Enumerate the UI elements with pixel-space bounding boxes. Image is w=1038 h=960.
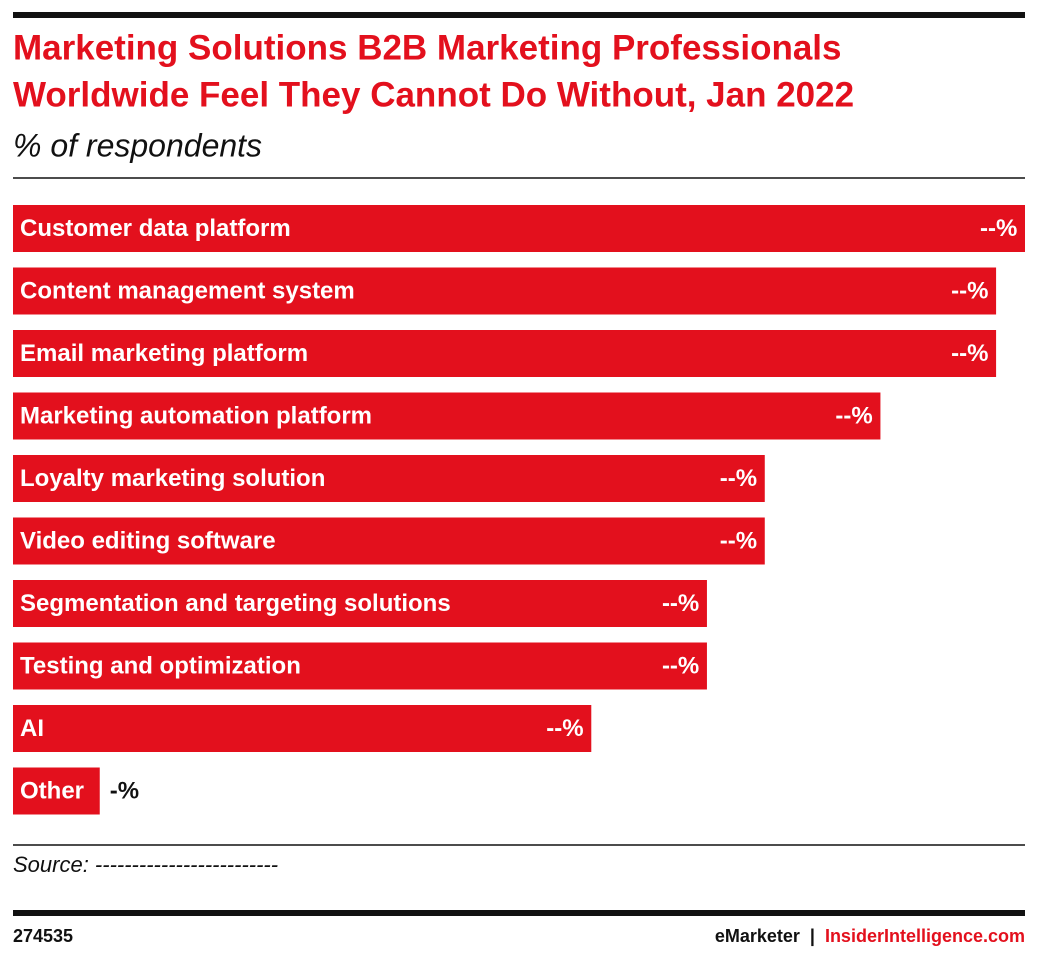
chart-title: Marketing Solutions B2B Marketing Profes… [13, 28, 842, 67]
bar [13, 330, 997, 377]
bar [13, 705, 592, 752]
value-label: --% [720, 465, 757, 492]
brand-emarketer: eMarketer [715, 926, 800, 946]
value-label: --% [951, 340, 988, 367]
bar [13, 392, 881, 440]
bar [13, 580, 707, 627]
bar [13, 767, 100, 815]
value-label: --% [546, 715, 583, 742]
category-label: Customer data platform [20, 215, 291, 242]
value-label: --% [662, 652, 699, 679]
chart-title: Worldwide Feel They Cannot Do Without, J… [13, 75, 854, 114]
source: Source: ------------------------- [13, 852, 278, 877]
category-label: Content management system [20, 277, 355, 304]
bar [13, 517, 765, 565]
value-label: --% [951, 277, 988, 304]
value-label: --% [662, 590, 699, 617]
category-label: Video editing software [20, 527, 276, 554]
category-label: Loyalty marketing solution [20, 465, 325, 492]
category-label: Segmentation and targeting solutions [20, 590, 451, 617]
value-label: -% [110, 777, 139, 804]
bar [13, 642, 707, 690]
bar [13, 267, 997, 315]
category-label: Marketing automation platform [20, 402, 372, 429]
brand: eMarketer | InsiderIntelligence.com [715, 926, 1025, 946]
category-label: Testing and optimization [20, 652, 301, 679]
value-label: --% [720, 527, 757, 554]
top-rule [13, 12, 1025, 18]
bar [13, 205, 1025, 252]
category-label: AI [20, 715, 44, 742]
brand-ii: InsiderIntelligence.com [825, 926, 1025, 946]
category-label: Email marketing platform [20, 340, 308, 367]
chart-subtitle: % of respondents [13, 127, 262, 163]
category-label: Other [20, 777, 84, 804]
chart-id: 274535 [13, 926, 73, 946]
brand-sep: | [810, 926, 815, 946]
bottom-rule [13, 910, 1025, 916]
bar [13, 455, 765, 502]
value-label: --% [980, 215, 1017, 242]
value-label: --% [835, 402, 872, 429]
